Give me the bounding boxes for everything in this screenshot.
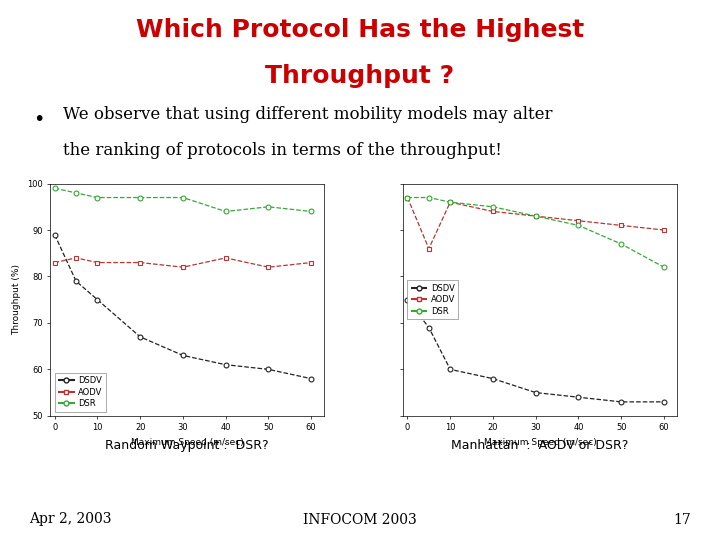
Text: Apr 2, 2003: Apr 2, 2003 [29,512,112,526]
Text: Throughput ?: Throughput ? [266,64,454,88]
Legend: DSDV, AODV, DSR: DSDV, AODV, DSR [55,373,106,411]
Text: Random Waypoint :  DSR?: Random Waypoint : DSR? [105,439,269,452]
X-axis label: Maximum Speed (m/sec): Maximum Speed (m/sec) [131,438,243,447]
X-axis label: Maximum Speed (m/sec): Maximum Speed (m/sec) [484,438,596,447]
Text: the ranking of protocols in terms of the throughput!: the ranking of protocols in terms of the… [63,142,502,159]
Text: •: • [33,110,44,129]
Y-axis label: Throughput (%): Throughput (%) [12,264,22,335]
Text: We observe that using different mobility models may alter: We observe that using different mobility… [63,106,552,123]
Text: Which Protocol Has the Highest: Which Protocol Has the Highest [136,18,584,42]
Legend: DSDV, AODV, DSR: DSDV, AODV, DSR [408,280,459,319]
Text: Manhattan  :  AODV or DSR?: Manhattan : AODV or DSR? [451,439,629,452]
Text: 17: 17 [673,512,691,526]
Text: INFOCOM 2003: INFOCOM 2003 [303,512,417,526]
